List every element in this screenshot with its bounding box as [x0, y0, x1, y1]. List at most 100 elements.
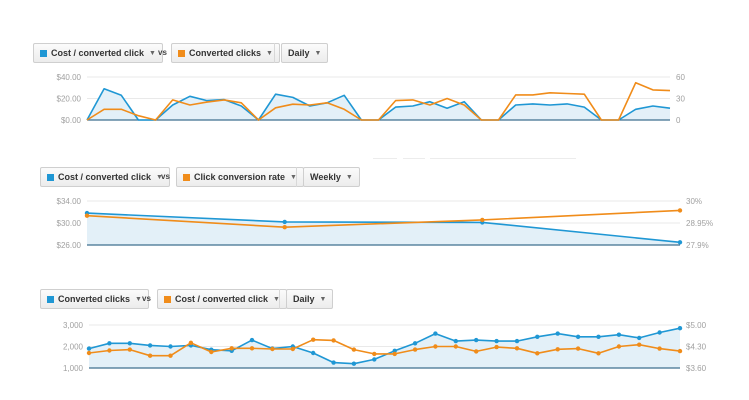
data-point: [188, 340, 194, 345]
metric-left-label-2: Cost / converted click: [58, 172, 152, 182]
data-point: [107, 341, 112, 346]
data-point: [677, 208, 683, 213]
series-line: [86, 212, 681, 244]
data-point: [351, 347, 357, 352]
data-point: [616, 344, 622, 349]
data-point: [555, 331, 560, 336]
metric-right-dropdown-1[interactable]: Converted clicks ▼: [171, 43, 280, 63]
chart-controls-2: Cost / converted click ▼ vs Click convers…: [0, 167, 749, 189]
left-axis-tick: 2,000: [63, 343, 84, 352]
data-point: [84, 213, 90, 218]
data-point: [575, 346, 581, 351]
right-axis-tick: 60: [676, 73, 685, 82]
right-axis-tick: 0: [676, 116, 681, 125]
right-axis-tick: $3.60: [686, 364, 707, 373]
data-point: [514, 346, 520, 351]
data-point: [147, 353, 153, 358]
data-point: [311, 337, 316, 342]
data-point: [535, 334, 540, 339]
metric-left-dropdown-3[interactable]: Converted clicks ▼: [40, 289, 149, 309]
left-axis-tick: $30.00: [57, 219, 82, 228]
data-point: [282, 225, 287, 230]
data-point: [657, 330, 662, 335]
metric-right-label-2: Click conversion rate: [194, 172, 286, 182]
orange-swatch-icon: [164, 296, 171, 303]
control-divider: [274, 43, 275, 63]
data-point: [494, 344, 499, 350]
data-point: [168, 344, 173, 349]
divider-line: [403, 158, 425, 159]
data-point: [372, 351, 377, 357]
data-point: [86, 350, 92, 356]
chevron-down-icon: ▼: [266, 50, 273, 57]
blue-swatch-icon: [47, 174, 54, 181]
data-point: [677, 326, 683, 331]
vs-label-3: vs: [142, 294, 151, 303]
data-point: [86, 346, 92, 351]
left-axis-tick: $34.00: [57, 197, 82, 206]
data-point: [637, 335, 642, 341]
data-point: [596, 334, 601, 339]
left-axis-tick: $0.00: [61, 116, 82, 125]
data-point: [433, 331, 438, 336]
data-point: [433, 344, 438, 349]
data-point: [412, 347, 418, 352]
data-point: [331, 360, 336, 365]
right-axis-tick: 30%: [686, 197, 702, 206]
metric-right-label-3: Cost / converted click: [175, 294, 269, 304]
chart-controls-1: Cost / converted click ▼ vs Converted cli…: [0, 43, 749, 65]
chevron-down-icon: ▼: [273, 296, 280, 303]
data-point: [474, 349, 479, 354]
data-point: [474, 337, 479, 343]
data-point: [596, 351, 601, 356]
chart-panel-3: Converted clicks ▼ vs Cost / converted cl…: [0, 289, 749, 374]
data-point: [147, 343, 153, 348]
series-line: [88, 338, 681, 357]
metric-left-label-3: Converted clicks: [58, 294, 131, 304]
data-point: [637, 342, 642, 347]
data-point: [392, 348, 397, 353]
vs-label-2: vs: [161, 172, 170, 181]
interval-dropdown-2[interactable]: Weekly ▼: [303, 167, 360, 187]
series-area: [87, 88, 670, 120]
vs-label-1: vs: [158, 48, 167, 57]
data-point: [127, 341, 132, 346]
interval-label-3: Daily: [293, 294, 315, 304]
right-axis-tick: $5.00: [686, 321, 707, 330]
data-point: [331, 338, 336, 343]
data-point: [575, 334, 581, 339]
metric-right-dropdown-3[interactable]: Cost / converted click ▼: [157, 289, 287, 309]
data-point: [453, 338, 458, 344]
data-point: [677, 240, 683, 245]
right-axis-tick: 30: [676, 95, 685, 104]
data-point: [282, 219, 287, 225]
metric-left-dropdown-1[interactable]: Cost / converted click ▼: [33, 43, 163, 63]
data-point: [412, 341, 418, 346]
series-area: [87, 213, 680, 245]
line-chart-3: 3,000 $5.00 2,000 $4.30 1,000 $3.60: [63, 321, 707, 373]
metric-right-dropdown-2[interactable]: Click conversion rate ▼: [176, 167, 304, 187]
series-area: [89, 328, 680, 368]
metric-left-dropdown-2[interactable]: Cost / converted click ▼: [40, 167, 170, 187]
chart-panel-2: Cost / converted click ▼ vs Click convers…: [0, 167, 749, 252]
chevron-down-icon: ▼: [135, 296, 142, 303]
data-point: [209, 349, 214, 355]
data-point: [535, 351, 540, 356]
data-point: [107, 348, 112, 353]
chart-panel-1: Cost / converted click ▼ vs Converted cli…: [0, 43, 749, 128]
divider-line: [430, 158, 576, 159]
data-point: [392, 351, 397, 357]
right-axis-tick: 28.95%: [686, 219, 713, 228]
data-point: [494, 338, 499, 344]
data-point: [480, 217, 485, 223]
data-point: [453, 344, 458, 349]
right-axis-tick: $4.30: [686, 343, 707, 352]
data-point: [677, 348, 683, 354]
orange-swatch-icon: [183, 174, 190, 181]
interval-dropdown-1[interactable]: Daily ▼: [281, 43, 329, 63]
blue-swatch-icon: [47, 296, 54, 303]
data-point: [616, 332, 622, 337]
interval-dropdown-3[interactable]: Daily ▼: [286, 289, 334, 309]
line-chart-1: $40.00 60 $20.00 30 $0.00 0: [57, 73, 686, 125]
chevron-down-icon: ▼: [156, 174, 163, 181]
